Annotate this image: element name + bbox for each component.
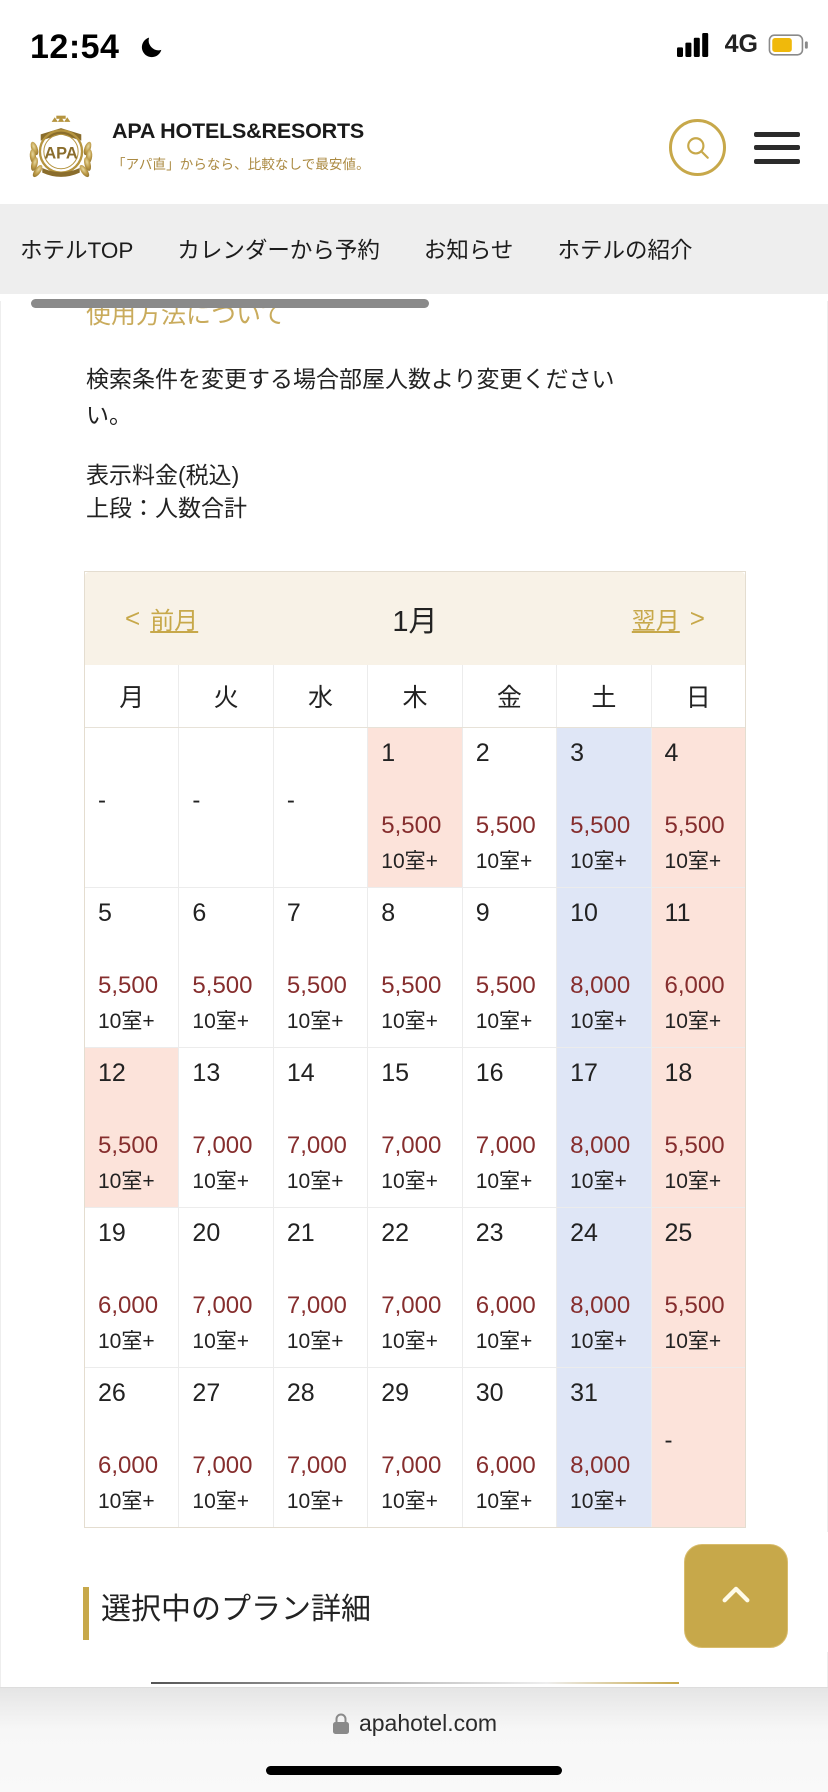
svg-text:APA: APA bbox=[44, 145, 78, 163]
